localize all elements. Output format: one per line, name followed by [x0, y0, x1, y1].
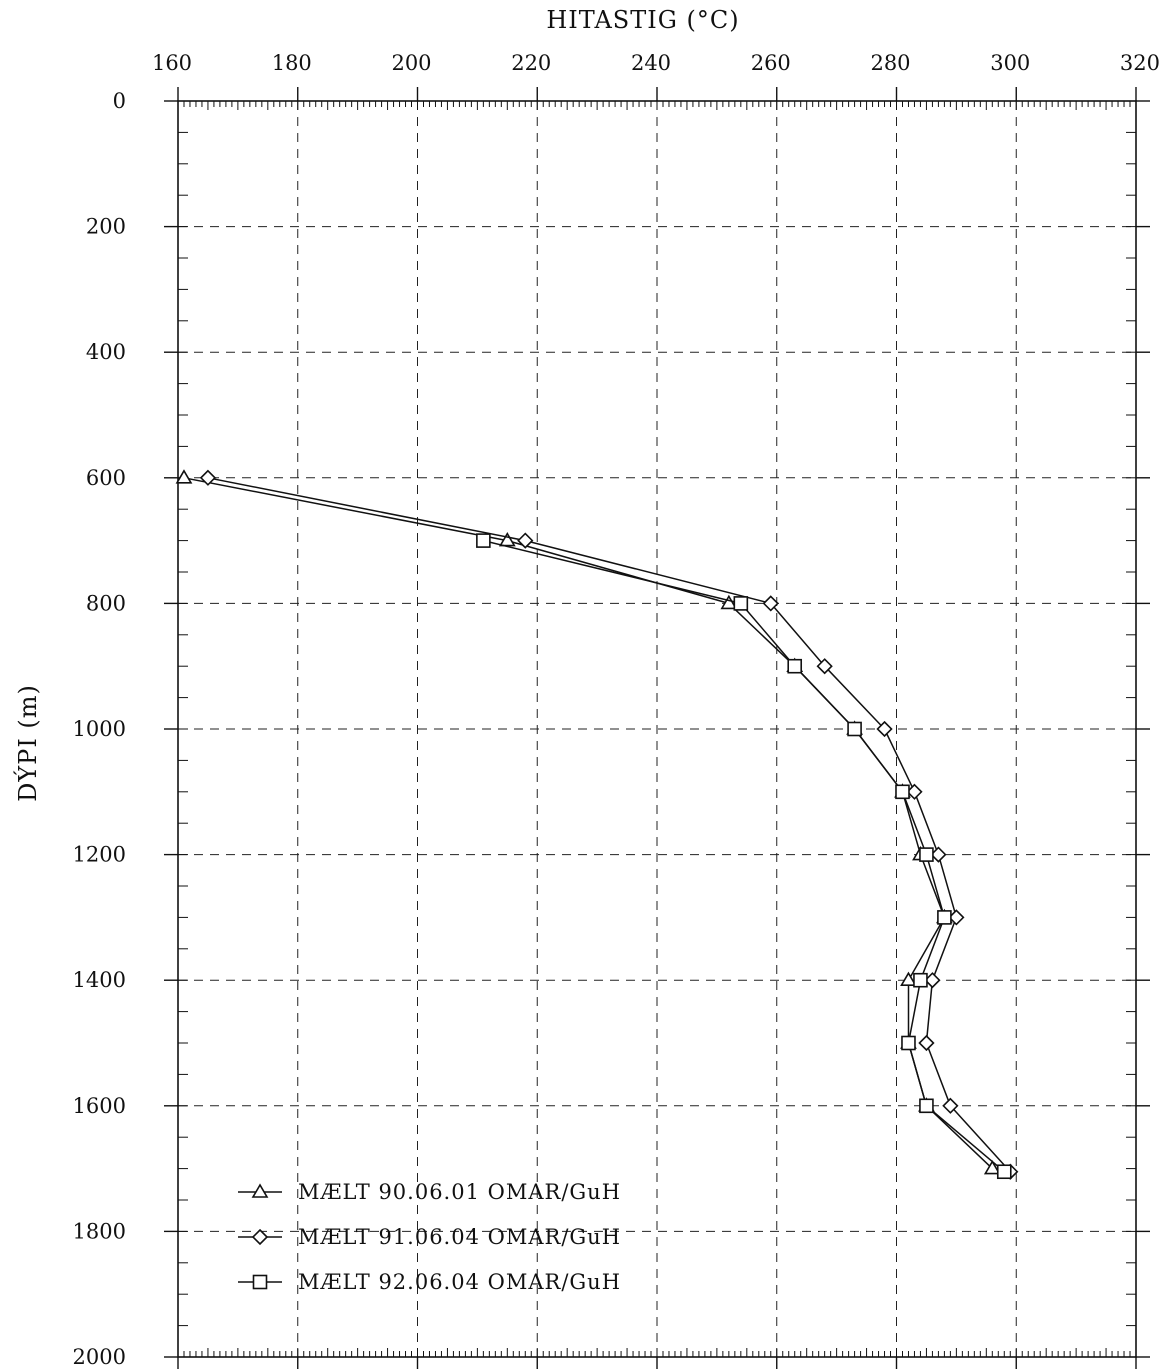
square-marker: [996, 1164, 1012, 1180]
x-tick-label: 320: [1120, 51, 1160, 75]
legend: MÆLT 90.06.01 OMAR/GuH MÆLT 91.06.04 OMAR…: [238, 1180, 621, 1294]
major-ticks: [164, 87, 1150, 1369]
square-marker: [913, 972, 928, 988]
grid-lines: [178, 101, 1136, 1357]
diamond-marker: [930, 846, 947, 863]
x-tick-label: 240: [631, 51, 671, 75]
diamond-marker: [816, 658, 833, 675]
x-tick-label: 280: [870, 51, 910, 75]
square-marker: [252, 1274, 268, 1290]
series-1: [175, 469, 1001, 1175]
diamond-marker: [762, 595, 779, 612]
x-tick-label: 200: [391, 51, 431, 75]
y-tick-label: 2000: [73, 1345, 126, 1369]
triangle-marker: [720, 594, 738, 610]
square-marker: [919, 847, 934, 862]
series-line: [207, 477, 1011, 1173]
x-tick-labels: 160 180 200 220 240 260 280 300 320: [152, 51, 1160, 75]
x-axis-title: HITASTIG (°C): [546, 6, 739, 34]
square-marker: [787, 658, 803, 674]
square-marker: [847, 721, 862, 737]
triangle-marker: [251, 1183, 269, 1198]
legend-item: MÆLT 92.06.04 OMAR/GuH: [238, 1270, 621, 1294]
series-2: [199, 469, 1019, 1180]
y-tick-label: 600: [86, 466, 126, 490]
x-tick-label: 220: [511, 51, 551, 75]
diamond-marker: [876, 720, 893, 738]
x-tick-label: 300: [990, 51, 1030, 75]
x-tick-label: 180: [272, 51, 312, 75]
square-marker: [919, 1098, 934, 1114]
x-tick-label: 160: [152, 51, 192, 75]
triangle-marker: [175, 469, 193, 484]
triangle-marker: [498, 532, 516, 547]
y-tick-label: 200: [86, 215, 126, 239]
diamond-marker: [924, 972, 941, 989]
y-tick-label: 1200: [73, 843, 126, 867]
series-3: [476, 533, 1012, 1180]
legend-item: MÆLT 90.06.01 OMAR/GuH: [238, 1180, 621, 1204]
y-tick-label: 1000: [73, 717, 126, 741]
y-tick-label: 1400: [73, 968, 126, 992]
triangle-marker: [900, 971, 917, 987]
y-tick-label: 400: [86, 340, 126, 364]
legend-label: MÆLT 91.06.04 OMAR/GuH: [298, 1225, 621, 1249]
legend-label: MÆLT 90.06.01 OMAR/GuH: [298, 1180, 621, 1204]
x-tick-label: 260: [751, 51, 791, 75]
diamond-marker: [251, 1228, 269, 1246]
y-tick-label: 1800: [73, 1219, 126, 1243]
square-marker: [733, 596, 749, 611]
y-tick-labels: 0 200 400 600 800 1000 1200 1400 1600 1800 2000: [73, 89, 126, 1369]
square-marker: [895, 784, 910, 800]
square-marker: [901, 1035, 916, 1051]
y-tick-label: 800: [86, 591, 126, 615]
diamond-marker: [906, 783, 923, 800]
y-axis-title: DÝPI (m): [13, 684, 42, 802]
legend-item: MÆLT 91.06.04 OMAR/GuH: [238, 1225, 621, 1249]
square-marker: [476, 533, 491, 548]
square-marker: [937, 910, 952, 925]
diamond-marker: [918, 1034, 935, 1052]
plot-frame: [177, 100, 1137, 1358]
minor-ticks: [177, 100, 1137, 1358]
legend-label: MÆLT 92.06.04 OMAR/GuH: [298, 1270, 621, 1294]
series-group: [175, 469, 1019, 1180]
y-tick-label: 0: [113, 89, 126, 113]
diamond-marker: [948, 909, 965, 926]
series-line: [183, 477, 993, 1170]
triangle-marker: [983, 1160, 1001, 1175]
diamond-marker: [199, 469, 217, 486]
diamond-marker: [517, 532, 534, 549]
y-tick-label: 1600: [73, 1094, 126, 1118]
diamond-marker: [942, 1097, 959, 1114]
